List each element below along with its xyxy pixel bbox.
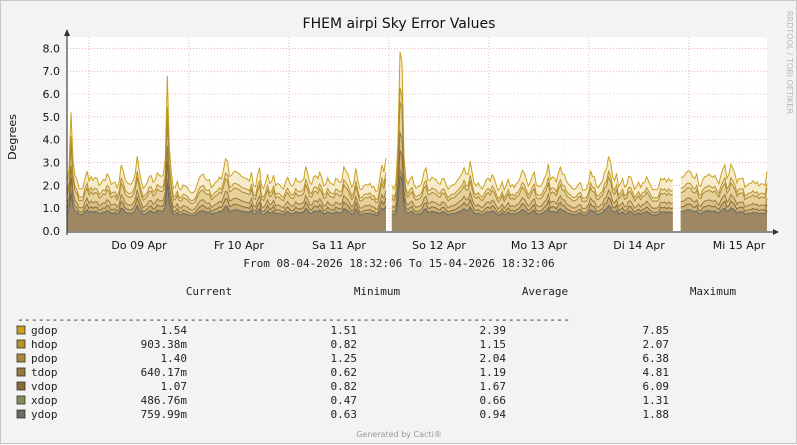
legend-current: 1.40 bbox=[161, 352, 188, 365]
legend-row-hdop: hdop 903.38m 0.82 1.15 2.07 bbox=[16, 338, 670, 351]
legend-header-minimum: Minimum bbox=[354, 285, 401, 298]
y-tick-label: 6.0 bbox=[43, 88, 61, 101]
series-area-pdop bbox=[67, 102, 767, 231]
y-tick-label: 4.0 bbox=[43, 134, 61, 147]
y-tick-label: 2.0 bbox=[43, 179, 61, 192]
legend-average: 0.94 bbox=[480, 408, 507, 421]
legend-series-name: hdop bbox=[31, 338, 58, 351]
legend-series-name: xdop bbox=[31, 394, 58, 407]
x-tick-label: Fr 10 Apr bbox=[214, 239, 265, 252]
legend-series-name: ydop bbox=[31, 408, 58, 421]
series-line-ydop bbox=[66, 174, 768, 217]
legend-swatch bbox=[16, 325, 26, 335]
legend-average: 1.67 bbox=[480, 380, 507, 393]
legend-swatch bbox=[16, 381, 26, 391]
legend-series-name: vdop bbox=[31, 380, 58, 393]
legend-row-vdop: vdop 1.07 0.82 1.67 6.09 bbox=[16, 380, 670, 393]
x-tick-label: Mo 13 Apr bbox=[511, 239, 568, 252]
rrdtool-watermark: RRDTOOL / TOBI OETIKER bbox=[785, 11, 794, 114]
legend-current: 486.76m bbox=[141, 394, 188, 407]
legend-maximum: 2.07 bbox=[643, 338, 670, 351]
legend-series-name: pdop bbox=[31, 352, 58, 365]
x-tick-label: So 12 Apr bbox=[412, 239, 466, 252]
legend-minimum: 0.63 bbox=[331, 408, 358, 421]
legend-swatch bbox=[16, 409, 26, 419]
date-range: From 08-04-2026 18:32:06 To 15-04-2026 1… bbox=[243, 257, 554, 270]
legend-maximum: 1.31 bbox=[643, 394, 670, 407]
x-tick-label: Mi 15 Apr bbox=[713, 239, 766, 252]
legend-maximum: 1.88 bbox=[643, 408, 670, 421]
legend-row-tdop: tdop 640.17m 0.62 1.19 4.81 bbox=[16, 366, 670, 379]
legend-header-current: Current bbox=[186, 285, 232, 298]
legend-maximum: 6.09 bbox=[643, 380, 670, 393]
legend-row-gdop: gdop 1.54 1.51 2.39 7.85 bbox=[16, 324, 670, 337]
legend-average: 2.39 bbox=[480, 324, 507, 337]
y-axis-label: Degrees bbox=[6, 114, 19, 160]
legend-current: 1.07 bbox=[161, 380, 188, 393]
y-tick-label: 0.0 bbox=[43, 225, 61, 238]
x-tick-labels: Do 09 Apr Fr 10 Apr Sa 11 Apr So 12 Apr Mo 1… bbox=[111, 239, 765, 252]
legend-maximum: 6.38 bbox=[643, 352, 670, 365]
legend-average: 2.04 bbox=[480, 352, 507, 365]
legend-header-average: Average bbox=[522, 285, 568, 298]
legend-current: 759.99m bbox=[141, 408, 188, 421]
axes bbox=[64, 29, 779, 235]
x-tick-label: Sa 11 Apr bbox=[312, 239, 366, 252]
legend-average: 0.66 bbox=[480, 394, 507, 407]
legend-minimum: 1.51 bbox=[331, 324, 358, 337]
legend-header-maximum: Maximum bbox=[690, 285, 737, 298]
legend-minimum: 0.82 bbox=[331, 338, 358, 351]
legend-row-ydop: ydop 759.99m 0.63 0.94 1.88 bbox=[16, 408, 670, 421]
legend-swatch bbox=[16, 395, 26, 405]
legend-swatch bbox=[16, 353, 26, 363]
y-tick-label: 1.0 bbox=[43, 202, 61, 215]
series-area-ydop bbox=[67, 176, 767, 231]
x-tick-label: Do 09 Apr bbox=[111, 239, 167, 252]
legend-current: 640.17m bbox=[141, 366, 188, 379]
series-line-gdop bbox=[66, 51, 768, 194]
legend-series-name: tdop bbox=[31, 366, 58, 379]
legend-current: 903.38m bbox=[141, 338, 188, 351]
x-tick-label: Di 14 Apr bbox=[613, 239, 665, 252]
legend-row-pdop: pdop 1.40 1.25 2.04 6.38 bbox=[16, 352, 670, 365]
legend-minimum: 0.62 bbox=[331, 366, 358, 379]
series-line-hdop bbox=[66, 87, 768, 202]
y-tick-label: 5.0 bbox=[43, 111, 61, 124]
data-areas bbox=[66, 51, 768, 231]
legend-current: 1.54 bbox=[161, 324, 188, 337]
legend-series-name: gdop bbox=[31, 324, 58, 337]
y-tick-label: 8.0 bbox=[43, 42, 61, 55]
footer-generated-by: Generated by Cacti® bbox=[356, 430, 442, 439]
legend-row-xdop: xdop 486.76m 0.47 0.66 1.31 bbox=[16, 394, 670, 407]
chart-title: FHEM airpi Sky Error Values bbox=[303, 16, 496, 32]
grid-lines bbox=[67, 37, 767, 231]
legend-minimum: 0.82 bbox=[331, 380, 358, 393]
legend-swatch bbox=[16, 367, 26, 377]
y-tick-labels: 0.0 1.0 2.0 3.0 4.0 5.0 6.0 7.0 8.0 bbox=[43, 42, 61, 238]
legend-maximum: 4.81 bbox=[643, 366, 670, 379]
y-tick-label: 7.0 bbox=[43, 65, 61, 78]
legend-average: 1.15 bbox=[480, 338, 507, 351]
legend-minimum: 0.47 bbox=[331, 394, 358, 407]
legend-swatch bbox=[16, 339, 26, 349]
series-line-vdop bbox=[66, 150, 768, 215]
legend-maximum: 7.85 bbox=[643, 324, 670, 337]
series-line-tdop bbox=[66, 132, 768, 211]
series-line-pdop bbox=[66, 101, 768, 205]
y-tick-label: 3.0 bbox=[43, 157, 61, 170]
legend-average: 1.19 bbox=[480, 366, 507, 379]
legend-minimum: 1.25 bbox=[331, 352, 358, 365]
legend-separator: ----------------------------------------… bbox=[17, 313, 570, 326]
